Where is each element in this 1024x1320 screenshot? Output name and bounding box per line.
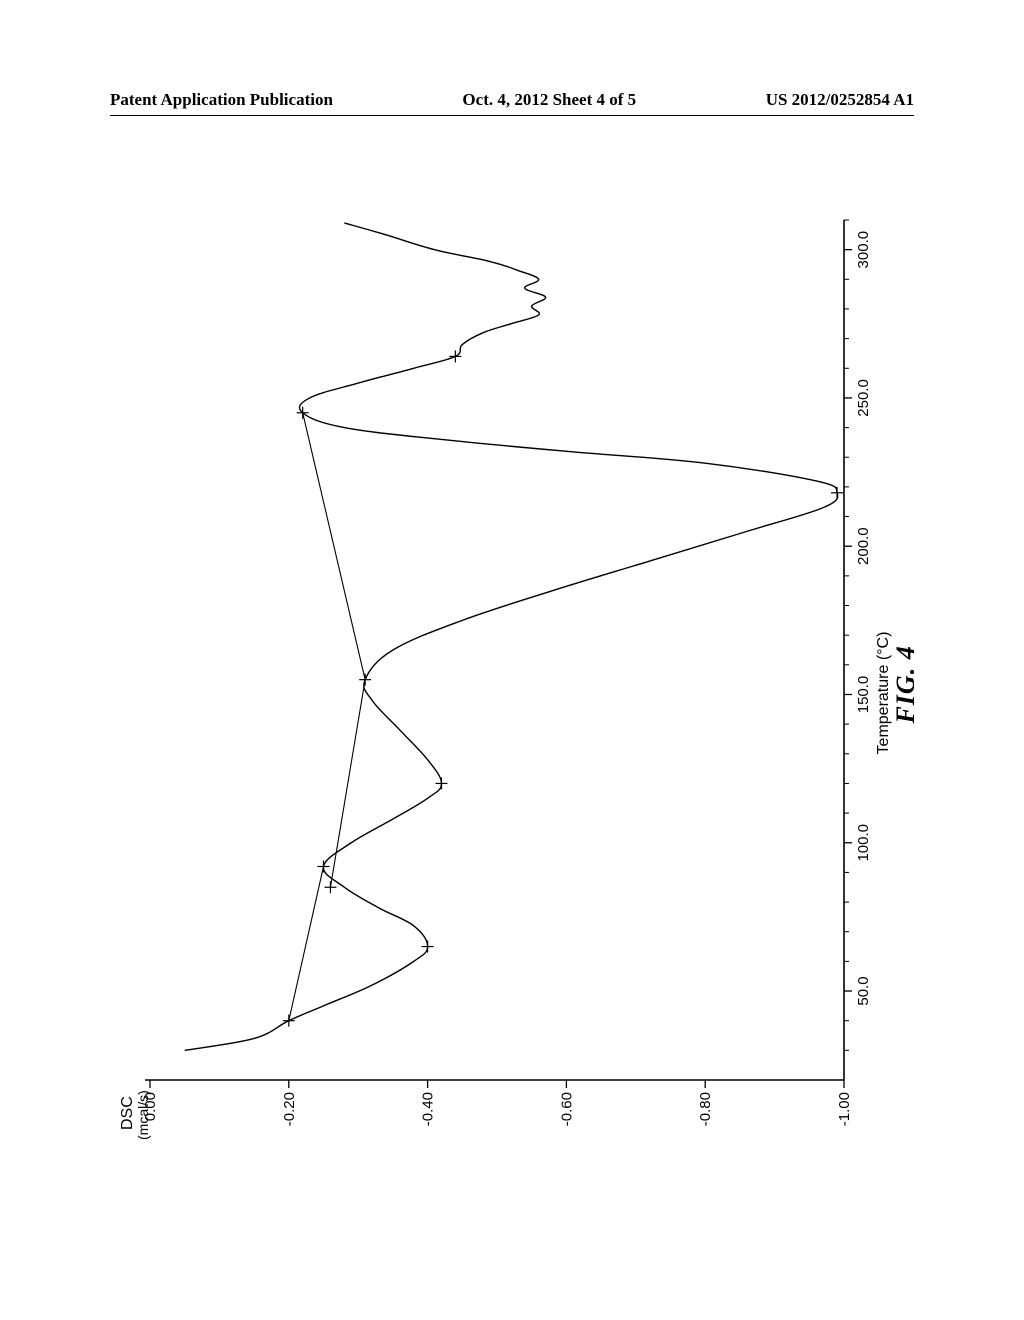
dsc-chart: 0.00-0.20-0.40-0.60-0.80-1.00DSC(mcal/s)… (110, 200, 914, 1170)
svg-text:(mcal/s): (mcal/s) (135, 1090, 151, 1140)
svg-text:200.0: 200.0 (855, 527, 872, 565)
header-right: US 2012/0252854 A1 (766, 90, 914, 110)
dsc-curve (185, 223, 838, 1050)
header-left: Patent Application Publication (110, 90, 333, 110)
chart-rotated-group: 0.00-0.20-0.40-0.60-0.80-1.00DSC(mcal/s)… (119, 220, 914, 1140)
peak-marker-0 (283, 1015, 295, 1027)
peak-marker-3 (318, 860, 330, 872)
peak-marker-7 (297, 407, 309, 419)
svg-text:300.0: 300.0 (855, 231, 872, 269)
header-center: Oct. 4, 2012 Sheet 4 of 5 (462, 90, 636, 110)
baseline-seg-1 (330, 680, 365, 888)
svg-text:-0.40: -0.40 (420, 1092, 437, 1126)
peak-marker-5 (359, 674, 371, 686)
baseline-seg-0 (289, 866, 324, 1020)
svg-text:Temperature (°C): Temperature (°C) (875, 632, 892, 755)
svg-text:-1.00: -1.00 (836, 1092, 853, 1126)
svg-text:-0.20: -0.20 (281, 1092, 298, 1126)
svg-text:DSC: DSC (119, 1096, 136, 1130)
baseline-seg-2 (303, 413, 365, 680)
figure-label: FIG. 4 (891, 645, 914, 724)
chart-svg: 0.00-0.20-0.40-0.60-0.80-1.00DSC(mcal/s)… (110, 200, 914, 1170)
peak-marker-1 (422, 941, 434, 953)
peak-marker-6 (831, 487, 843, 499)
svg-text:-0.60: -0.60 (558, 1092, 575, 1126)
svg-text:150.0: 150.0 (855, 676, 872, 714)
peak-marker-4 (435, 777, 447, 789)
peak-marker-2 (324, 881, 336, 893)
svg-text:-0.80: -0.80 (697, 1092, 714, 1126)
header-rule (110, 115, 914, 116)
svg-text:100.0: 100.0 (855, 824, 872, 862)
svg-text:250.0: 250.0 (855, 379, 872, 417)
svg-text:50.0: 50.0 (855, 976, 872, 1005)
